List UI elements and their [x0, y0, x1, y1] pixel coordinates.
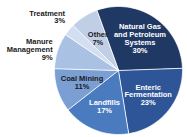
svg-text:Treatment3%: Treatment3% [29, 9, 65, 26]
svg-text:ManureManagement9%: ManureManagement9% [7, 37, 53, 62]
svg-text:EntericFermentation23%: EntericFermentation23% [124, 83, 172, 108]
svg-text:Coal Mining11%: Coal Mining11% [61, 74, 104, 91]
svg-text:Other7%: Other7% [88, 30, 108, 47]
svg-text:Natural Gasand PetroleumSystem: Natural Gasand PetroleumSystems30% [114, 22, 166, 55]
svg-text:Landfills17%: Landfills17% [89, 98, 120, 115]
